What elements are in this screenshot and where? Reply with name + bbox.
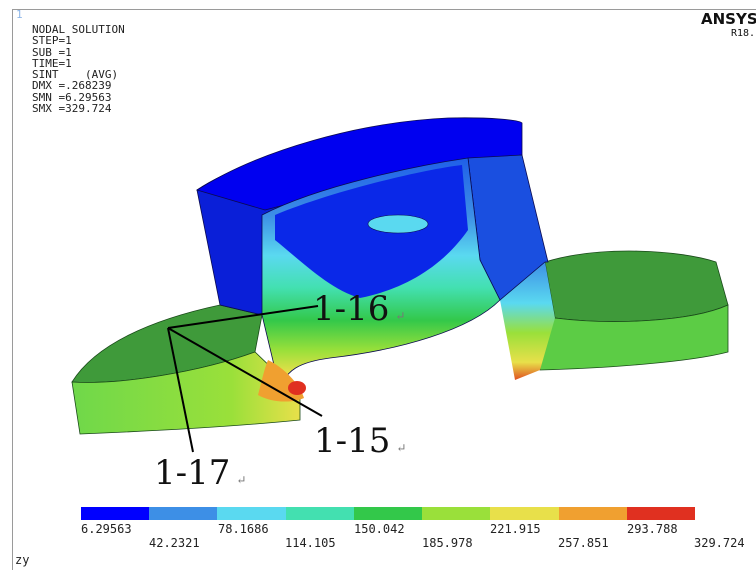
- paragraph-mark: ↵: [395, 309, 406, 323]
- legend-band-7: [490, 507, 559, 520]
- release-label: R18.: [731, 28, 756, 39]
- info-dmx: DMX =.268239: [32, 79, 112, 93]
- window-number: 1: [16, 8, 23, 21]
- right-flange-inner-contour: [500, 262, 555, 380]
- view-axes-label: zy: [15, 553, 30, 567]
- paragraph-mark: ↵: [236, 473, 247, 487]
- hub-blue-zone: [275, 165, 468, 298]
- leader-line-17: [167, 327, 194, 453]
- viewport-border-left: [12, 9, 13, 570]
- legend-tick: 257.851: [558, 536, 609, 550]
- info-smx: SMX =329.724: [32, 102, 112, 116]
- contour-legend-bar: [81, 507, 695, 520]
- left-flange-side: [71, 351, 301, 435]
- legend-tick: 42.2321: [149, 536, 200, 550]
- solution-info-block: NODAL SOLUTION STEP=1 SUB =1 TIME=1 SINT (AV…: [32, 23, 125, 116]
- legend-tick: 293.788: [627, 522, 678, 536]
- legend-band-9: [626, 507, 695, 520]
- viewport-border-top: [12, 9, 756, 10]
- legend-band-4: [285, 507, 354, 520]
- legend-tick: 221.915: [490, 522, 541, 536]
- legend-band-2: [149, 507, 218, 520]
- right-flange-side: [539, 304, 729, 371]
- callout-1-16: 1-16 ↵: [313, 292, 405, 326]
- info-step: STEP=1: [32, 34, 72, 48]
- info-time: TIME=1: [32, 56, 72, 70]
- legend-band-5: [353, 507, 423, 520]
- legend-tick: 78.1686: [218, 522, 269, 536]
- callout-1-17-text: 1-17: [154, 453, 231, 493]
- callout-1-15: 1-15 ↵: [314, 424, 406, 458]
- callout-1-15-text: 1-15: [314, 421, 391, 461]
- legend-tick: 114.105: [285, 536, 336, 550]
- legend-band-8: [558, 507, 627, 520]
- legend-tick: 150.042: [354, 522, 405, 536]
- leader-line-16: [167, 305, 319, 329]
- legend-tick: 185.978: [422, 536, 473, 550]
- bore-hole: [367, 214, 429, 234]
- info-result-type: SINT (AVG): [32, 68, 119, 82]
- solution-title: NODAL SOLUTION: [32, 23, 125, 36]
- info-sub: SUB =1: [32, 45, 72, 59]
- legend-tick: 329.724: [694, 536, 745, 550]
- leader-line-15: [167, 327, 323, 417]
- legend-band-3: [217, 507, 286, 520]
- max-stress-core: [288, 381, 306, 395]
- callout-1-16-text: 1-16: [313, 289, 390, 329]
- info-smn: SMN =6.29563: [32, 90, 112, 104]
- legend-band-1: [81, 507, 150, 520]
- legend-tick: 6.29563: [81, 522, 132, 536]
- ansys-logo: ANSYS: [701, 10, 756, 28]
- right-flange-top: [544, 250, 729, 322]
- paragraph-mark: ↵: [396, 441, 407, 455]
- callout-1-17: 1-17 ↵: [154, 456, 246, 490]
- legend-band-6: [422, 507, 491, 520]
